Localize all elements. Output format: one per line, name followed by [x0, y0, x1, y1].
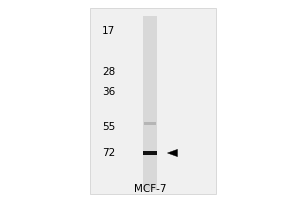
Bar [90, 8, 216, 194]
Text: 55: 55 [102, 122, 116, 132]
Text: MCF-7: MCF-7 [134, 184, 166, 194]
Text: 36: 36 [102, 87, 116, 97]
Text: 72: 72 [102, 148, 116, 158]
Text: 17: 17 [102, 26, 116, 36]
Polygon shape [167, 149, 178, 157]
Bar [144, 122, 156, 125]
Text: 28: 28 [102, 67, 116, 77]
Bar [143, 151, 157, 155]
Bar [143, 16, 157, 190]
